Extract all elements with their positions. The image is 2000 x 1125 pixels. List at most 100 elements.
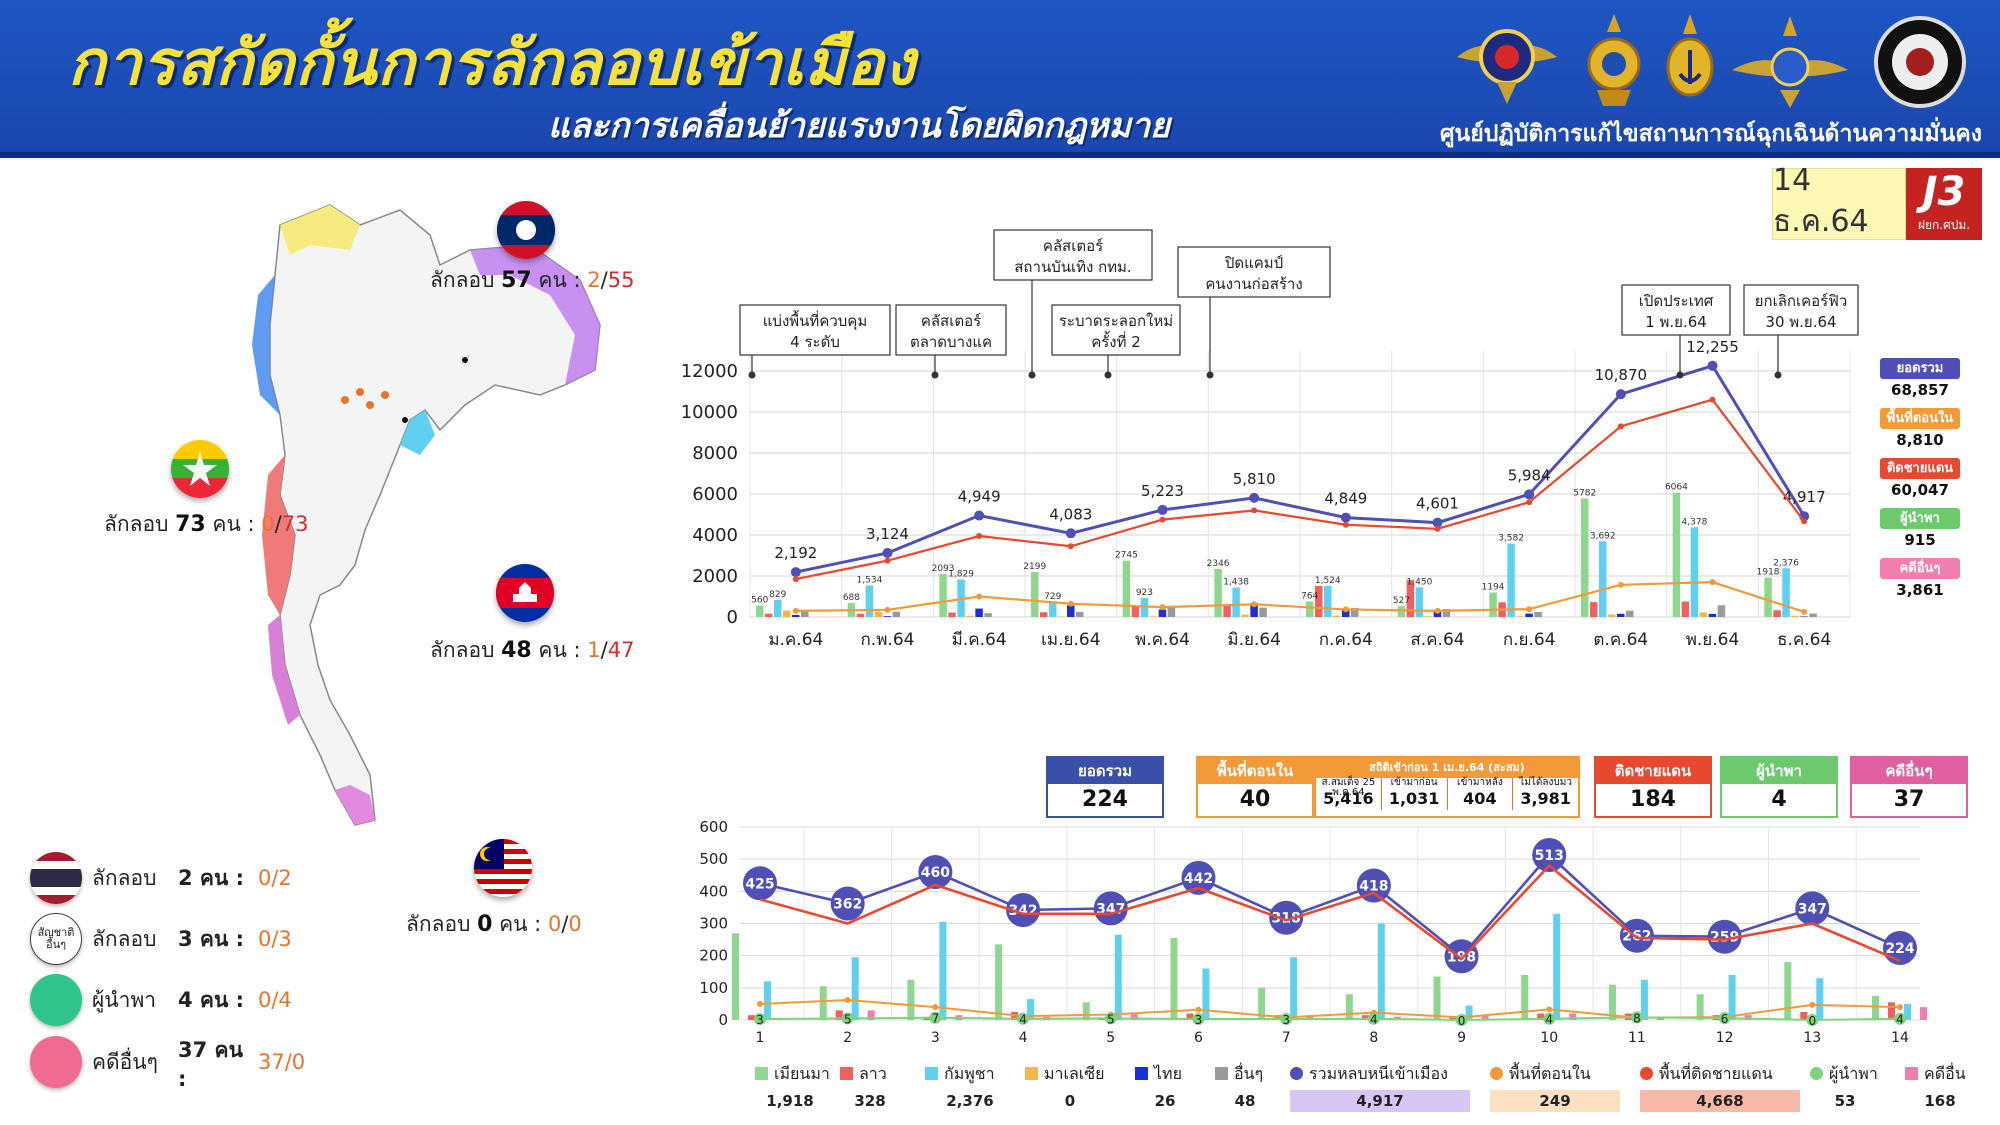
bar-data-label: 3,692: [1590, 531, 1616, 541]
daily-legend-value: 53: [1834, 1092, 1856, 1110]
x-tick-label: พ.ย.64: [1686, 630, 1740, 650]
summary-other-value: 37: [1893, 787, 1925, 812]
series-point: [1617, 581, 1624, 588]
monthly-legend-label: ผู้นำพา: [1880, 508, 1960, 529]
daily-bar-เมียนมา: [1521, 974, 1529, 1020]
total-point-bubble: [830, 886, 865, 921]
daily-bar-เมียนมา: [1345, 994, 1353, 1020]
monthly-bar: [1324, 585, 1332, 617]
daily-bar-ลาว: [748, 1015, 755, 1020]
army-emblem-icon: [1587, 14, 1641, 106]
y-tick-label: 400: [699, 882, 728, 900]
series-point: [1434, 525, 1441, 532]
prior-value: 3,981: [1520, 789, 1571, 808]
annotation-text: คนงานก่อสร้าง: [1205, 275, 1302, 293]
daily-legend-label: รวมหลบหนีเข้าเมือง: [1309, 1064, 1448, 1083]
series-line-ยอดรวม: [795, 363, 1806, 574]
series-point: [884, 606, 891, 613]
map-point: [341, 396, 349, 404]
bar-data-label: 1,438: [1223, 578, 1249, 588]
daily-bar-ลาว: [1537, 1013, 1545, 1020]
annotation-text: ครั้งที่ 2: [1091, 331, 1141, 351]
series-point: [1709, 579, 1716, 586]
bar-data-label: 2,376: [1773, 558, 1799, 568]
total-data-label: 4,949: [958, 488, 1001, 506]
annotation-marker-dot: [1104, 371, 1112, 379]
daily-bar-ลาว: [1888, 1002, 1895, 1020]
series-point: [1251, 601, 1258, 608]
guide-point: [1806, 1014, 1819, 1026]
myanmar-b: 73: [281, 512, 309, 536]
summary-border-label: ติดชายแดน: [1596, 758, 1710, 784]
summary-internal-label: พื้นที่ตอนใน: [1198, 758, 1312, 784]
monthly-bar: [865, 585, 874, 617]
bar-data-label: 829: [769, 590, 786, 600]
monthly-bar: [1424, 616, 1433, 617]
date-label: 14 ธ.ค.64: [1772, 163, 1906, 240]
daily-bar-กัมพูชา: [1553, 913, 1561, 1020]
guide-point-label: 4: [1896, 1013, 1904, 1027]
laos-label: ลักลอบ: [430, 268, 495, 292]
other-nationality-icon: สัญชาติ อื่นๆ: [30, 913, 82, 965]
x-tick-label: 14: [1891, 1030, 1909, 1046]
x-tick-label: มิ.ย.64: [1227, 630, 1281, 650]
daily-legend-label: คดีอื่น: [1924, 1064, 1966, 1083]
legend-other-case-count: 37 คน :: [178, 1037, 243, 1091]
guide-point-label: 5: [844, 1012, 852, 1026]
monthly-legend-value: 3,861: [1896, 581, 1944, 599]
bar-data-label: 2199: [1023, 562, 1046, 572]
y-tick-label: 8000: [692, 443, 738, 464]
x-tick-label: เม.ย.64: [1041, 630, 1100, 650]
series-point: [1524, 489, 1535, 500]
daily-legend-value: 26: [1154, 1092, 1176, 1110]
map-cambodia-border: [400, 410, 435, 455]
j3-badge-text: J3: [1922, 169, 1966, 215]
legend-other-nationality-label: ลักลอบ: [92, 926, 157, 951]
summary-other: คดีอื่นๆ 37: [1850, 756, 1968, 818]
x-tick-label: 11: [1628, 1030, 1646, 1046]
daily-legend-label: พื้นที่ติดชายแดน: [1659, 1064, 1773, 1083]
daily-legend-value: 4,668: [1640, 1090, 1800, 1112]
guide-point-label: 0: [1808, 1014, 1816, 1028]
monthly-bar: [1800, 616, 1808, 617]
guide-point: [754, 1013, 766, 1026]
series-line-ผู้นำพา: [759, 1016, 1901, 1022]
y-tick-label: 0: [718, 1011, 728, 1029]
x-tick-label: 2: [843, 1030, 852, 1046]
cambodia-b: 47: [607, 638, 635, 662]
annotation-marker-dot: [748, 371, 756, 379]
malaysia-count: 0: [477, 912, 493, 937]
monthly-bar: [1058, 616, 1066, 617]
bar-data-label: 688: [843, 593, 860, 603]
daily-legend-label: ผู้นำพา: [1829, 1064, 1878, 1083]
total-point-label: 418: [1359, 879, 1388, 895]
monthly-legend-label: พื้นที่ตอนใน: [1880, 408, 1960, 429]
y-tick-label: 10000: [681, 402, 738, 423]
monthly-bar: [1791, 615, 1799, 617]
guide-point-label: 3: [1195, 1013, 1203, 1027]
monthly-bar: [1333, 615, 1341, 617]
prior-value: 1,031: [1382, 788, 1448, 810]
monthly-bar: [1672, 492, 1681, 617]
navy-air-emblem-icon: [1457, 29, 1557, 104]
guide-point: [841, 1012, 854, 1025]
myanmar-count-label: ลักลอบ 73 คน : 0/73: [104, 512, 309, 537]
map-point: [366, 401, 374, 409]
daily-bar-ลาว: [1186, 1013, 1194, 1020]
guide-point-label: 3: [1282, 1013, 1290, 1027]
daily-legend-value: 168: [1924, 1092, 1956, 1110]
total-point-bubble: [1181, 860, 1216, 895]
guide-point-label: 4: [1019, 1013, 1027, 1027]
map-point: [381, 391, 389, 399]
annotation-marker-dot: [1206, 371, 1214, 379]
monthly-bar: [1131, 606, 1140, 617]
legend-other-case-label: คดีอื่นๆ: [92, 1049, 158, 1074]
daily-legend-value: 0: [1064, 1092, 1076, 1110]
daily-legend-item: ผู้นำพา: [1810, 1062, 1878, 1087]
legend-swatch-icon: [1215, 1067, 1228, 1080]
series-point: [1249, 492, 1260, 503]
monthly-bar: [801, 610, 809, 617]
police-emblem-icon: [1874, 16, 1966, 108]
daily-legend-item: เมียนมา: [755, 1062, 830, 1087]
series-point: [1195, 1006, 1202, 1013]
